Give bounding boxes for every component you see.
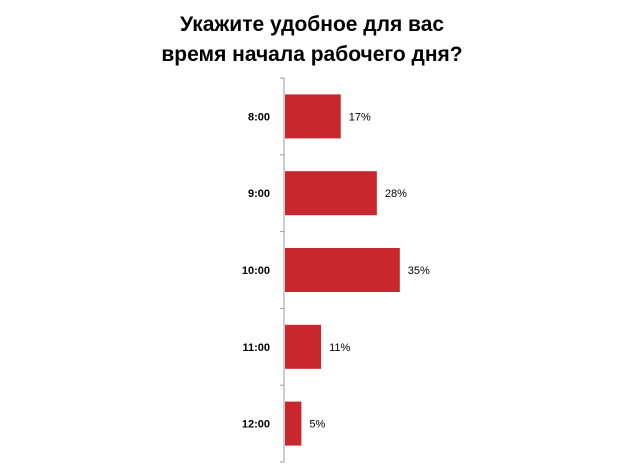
data-label: 17% — [349, 111, 371, 123]
chart-title-line-2: время начала рабочего дня? — [161, 43, 463, 66]
category-label: 8:00 — [248, 111, 270, 123]
bar-11-00 — [285, 324, 322, 369]
category-label: 9:00 — [248, 188, 270, 200]
category-label: 11:00 — [242, 342, 270, 354]
bar-9-00 — [285, 171, 377, 216]
chart-title: Укажите удобное для вас время начала раб… — [0, 10, 624, 70]
data-label: 11% — [329, 342, 350, 354]
chart-title-line-1: Укажите удобное для вас — [179, 13, 445, 36]
category-label: 10:00 — [242, 265, 270, 277]
category-label: 12:00 — [242, 419, 270, 431]
bar-12-00 — [285, 401, 302, 446]
data-label: 28% — [385, 188, 407, 200]
data-label: 5% — [309, 419, 325, 431]
bar-10-00 — [285, 248, 400, 292]
data-label: 35% — [408, 265, 430, 277]
bar-8-00 — [285, 94, 341, 139]
